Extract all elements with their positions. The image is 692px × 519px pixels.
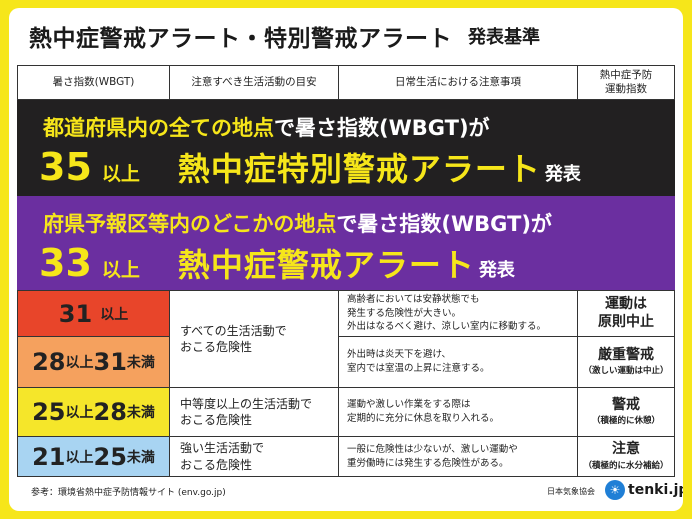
caution-21: 一般に危険性は少ないが、激しい運動や 重労働時には発生する危険性がある。: [338, 436, 578, 477]
exercise-note: （積極的に水分補給）: [583, 460, 669, 471]
sun-icon: ☀: [605, 480, 625, 500]
special-alert-announce: 発表: [544, 164, 581, 185]
level-unit-high: 未満: [126, 449, 155, 466]
exercise-note: （激しい運動は中止）: [583, 366, 669, 377]
special-alert-band: 都道府県内の全ての地点で暑さ指数(WBGT)が 35 以上 熱中症特別警戒アラー…: [17, 100, 675, 196]
special-alert-scope: 都道府県内の全ての地点: [43, 116, 274, 140]
special-alert-condition-text: で暑さ指数(WBGT)が: [274, 116, 490, 140]
caution-line1: 運動や激しい作業をする際は: [347, 399, 471, 411]
caution-31: 高齢者においては安静状態でも 発生する危険性が大きい。 外出はなるべく避け、涼し…: [338, 290, 578, 337]
header-wbgt: 暑さ指数(WBGT): [17, 65, 170, 100]
alert-scope: 府県予報区等内のどこかの地点: [43, 212, 337, 236]
special-alert-name: 熱中症特別警戒アラート: [177, 150, 541, 188]
level-unit-high: 未満: [126, 355, 155, 371]
exercise-stop: 運動は 原則中止: [577, 290, 675, 337]
level-value-low: 21: [32, 442, 66, 471]
daily-moderate-activities: 中等度以上の生活活動で おこる危険性: [169, 387, 339, 437]
exercise-label: 警戒: [612, 396, 640, 413]
footer: 参考：環境省熱中症予防情報サイト (env.go.jp) 日本気象協会 ☀ te…: [17, 476, 683, 506]
caution-line3: 外出はなるべく避け、涼しい室内に移動する。: [347, 321, 547, 333]
daily-all-activities: すべての生活活動で おこる危険性: [169, 290, 339, 388]
caution-line1: 高齢者においては安静状態でも: [347, 293, 480, 305]
alert-announce: 発表: [478, 260, 515, 281]
caution-line2: 室内では室温の上昇に注意する。: [347, 363, 490, 374]
exercise-line1: 運動は: [605, 296, 647, 312]
daily-line2: おこる危険性: [180, 457, 253, 472]
title-main: 熱中症警戒アラート・特別警戒アラート: [29, 26, 452, 52]
special-alert-number: 35: [39, 145, 92, 189]
daily-line2: おこる危険性: [180, 413, 253, 427]
level-28-cell: 28 以上 31 未満: [17, 336, 170, 388]
exercise-caution: 警戒 （積極的に休憩）: [577, 387, 675, 437]
level-unit-low: 以上: [65, 355, 94, 371]
caution-line1: 外出時は炎天下を避け、: [347, 349, 452, 361]
daily-line2: おこる危険性: [180, 340, 253, 354]
caution-line2: 重労働時には発生する危険性がある。: [347, 457, 509, 469]
caution-line1: 一般に危険性は少ないが、激しい運動や: [347, 443, 518, 455]
header-exercise-line1: 熱中症予防: [599, 69, 653, 82]
alert-number: 33: [39, 241, 92, 285]
alert-threshold: 33 以上 熱中症警戒アラート 発表: [39, 240, 515, 286]
level-value-high: 28: [93, 398, 127, 426]
page-title: 熱中症警戒アラート・特別警戒アラート 発表基準: [9, 8, 683, 64]
caution-25: 運動や激しい作業をする際は 定期的に充分に休息を取り入れる。: [338, 387, 578, 437]
level-unit-low: 以上: [65, 449, 94, 466]
exercise-label: 厳重警戒: [598, 346, 654, 363]
level-value-low: 25: [32, 398, 66, 426]
exercise-attention: 注意 （積極的に水分補給）: [577, 436, 675, 477]
source-note: 参考：環境省熱中症予防情報サイト (env.go.jp): [31, 487, 226, 498]
exercise-note: （積極的に休憩）: [591, 416, 660, 427]
header-exercise-line2: 運動指数: [605, 82, 647, 95]
caution-line2: 定期的に充分に休息を取り入れる。: [347, 413, 500, 424]
alert-name: 熱中症警戒アラート: [177, 246, 475, 284]
daily-line1: 中等度以上の生活活動で: [180, 396, 313, 411]
jma-credit: 日本気象協会: [547, 487, 595, 496]
level-value: 31: [58, 299, 93, 328]
level-unit-low: 以上: [65, 405, 94, 421]
alert-band: 府県予報区等内のどこかの地点で暑さ指数(WBGT)が 33 以上 熱中症警戒アラ…: [17, 196, 675, 290]
title-sub: 発表基準: [468, 27, 540, 48]
level-31-cell: 31 以上: [17, 290, 170, 337]
special-alert-unit: 以上: [101, 163, 140, 185]
alert-unit: 以上: [101, 259, 140, 281]
daily-strong-activities: 強い生活活動で おこる危険性: [169, 436, 339, 477]
logo-text: tenki.jp: [628, 482, 683, 498]
alert-criteria-card: 熱中症警戒アラート・特別警戒アラート 発表基準 暑さ指数(WBGT) 注意すべき…: [9, 8, 683, 511]
level-21-cell: 21 以上 25 未満: [17, 436, 170, 477]
exercise-strict-caution: 厳重警戒 （激しい運動は中止）: [577, 336, 675, 388]
caution-line2: 発生する危険性が大きい。: [347, 307, 462, 319]
level-value-low: 28: [32, 348, 66, 376]
header-daily: 注意すべき生活活動の目安: [169, 65, 339, 100]
daily-line1: すべての生活活動で: [180, 323, 287, 338]
exercise-line2: 原則中止: [598, 313, 654, 330]
daily-line1: 強い生活活動で: [180, 441, 265, 456]
level-unit-high: 未満: [126, 405, 155, 421]
exercise-label: 注意: [612, 441, 640, 458]
level-25-cell: 25 以上 28 未満: [17, 387, 170, 437]
caution-28: 外出時は炎天下を避け、 室内では室温の上昇に注意する。: [338, 336, 578, 388]
level-unit: 以上: [100, 306, 129, 323]
level-value-high: 25: [93, 442, 127, 471]
header-caution: 日常生活における注意事項: [338, 65, 578, 100]
special-alert-condition: 都道府県内の全ての地点で暑さ指数(WBGT)が: [43, 112, 490, 142]
level-value-high: 31: [93, 348, 127, 376]
alert-condition-text: で暑さ指数(WBGT)が: [336, 212, 552, 236]
tenki-logo[interactable]: ☀ tenki.jp: [605, 480, 683, 500]
alert-condition: 府県予報区等内のどこかの地点で暑さ指数(WBGT)が: [43, 208, 552, 238]
special-alert-threshold: 35 以上 熱中症特別警戒アラート 発表: [39, 144, 581, 190]
header-exercise: 熱中症予防 運動指数: [577, 65, 675, 100]
